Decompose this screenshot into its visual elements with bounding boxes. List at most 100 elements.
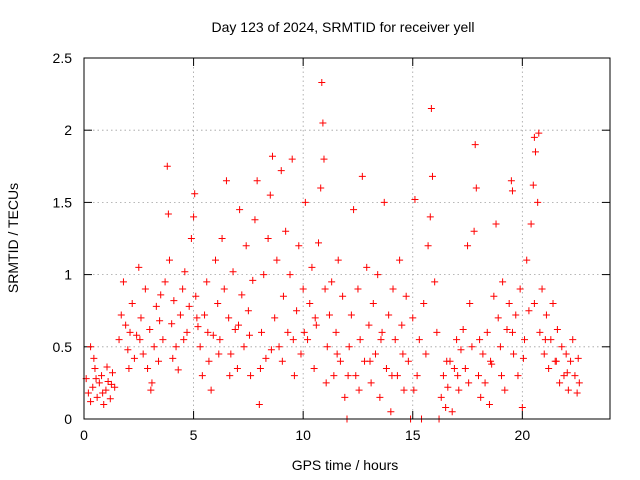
- data-point: [470, 227, 478, 235]
- data-point: [227, 350, 235, 358]
- data-point: [216, 336, 224, 344]
- data-point: [402, 292, 410, 300]
- data-point: [481, 379, 489, 387]
- data-point: [333, 350, 341, 358]
- data-point: [519, 354, 527, 362]
- data-point: [119, 278, 127, 286]
- chart-title: Day 123 of 2024, SRMTID for receiver yel…: [212, 19, 475, 35]
- data-point: [144, 364, 152, 372]
- data-point: [226, 372, 234, 380]
- data-point: [534, 198, 542, 206]
- data-point: [508, 328, 516, 336]
- data-point: [312, 321, 320, 329]
- data-point: [205, 357, 213, 365]
- x-tick-label: 5: [190, 427, 198, 443]
- data-point: [563, 369, 571, 377]
- data-point: [574, 354, 582, 362]
- data-point: [529, 181, 537, 189]
- data-point: [545, 364, 553, 372]
- data-point: [334, 256, 342, 264]
- data-point: [295, 242, 303, 250]
- data-point: [518, 403, 526, 411]
- data-point: [455, 386, 463, 394]
- data-point: [382, 364, 390, 372]
- data-point: [371, 350, 379, 358]
- data-point: [169, 354, 177, 362]
- data-point: [330, 372, 338, 380]
- data-point: [389, 285, 397, 293]
- data-point: [164, 210, 172, 218]
- data-point: [100, 401, 108, 409]
- data-point: [431, 278, 439, 286]
- data-point: [396, 256, 404, 264]
- y-tick-label: 0: [64, 411, 72, 427]
- data-point: [242, 242, 250, 250]
- data-point: [523, 256, 531, 264]
- data-point: [220, 285, 228, 293]
- data-point: [483, 328, 491, 336]
- data-point: [159, 336, 167, 344]
- data-point: [91, 364, 99, 372]
- data-point: [293, 307, 301, 315]
- data-point: [235, 321, 243, 329]
- data-point: [152, 302, 160, 310]
- data-point: [428, 172, 436, 180]
- data-point: [398, 321, 406, 329]
- data-point: [369, 299, 377, 307]
- data-point: [525, 307, 533, 315]
- data-point: [104, 377, 112, 385]
- data-point: [503, 325, 511, 333]
- data-point: [376, 393, 384, 401]
- data-point: [95, 379, 103, 387]
- data-point: [465, 379, 473, 387]
- tick-labels: 0 5 10 15 20 0 0.5 1 1.5 2 2.5: [53, 50, 531, 443]
- data-point: [163, 162, 171, 170]
- data-point: [485, 401, 493, 409]
- data-point: [409, 314, 417, 322]
- data-point: [218, 235, 226, 242]
- data-point: [350, 206, 358, 214]
- data-point: [260, 271, 268, 279]
- data-point: [198, 372, 206, 380]
- data-point: [215, 350, 223, 358]
- data-point: [87, 398, 95, 406]
- data-point: [180, 336, 188, 344]
- data-point: [141, 285, 149, 293]
- data-point: [98, 372, 106, 380]
- data-point: [204, 328, 212, 336]
- data-point: [367, 379, 375, 387]
- data-point: [278, 357, 286, 365]
- data-point: [344, 372, 352, 380]
- data-point: [258, 328, 266, 336]
- data-point: [122, 321, 130, 329]
- data-point: [541, 336, 549, 344]
- data-point: [106, 395, 114, 403]
- data-point: [512, 311, 520, 319]
- data-point: [476, 336, 484, 344]
- data-point: [553, 325, 561, 333]
- data-point: [179, 285, 187, 293]
- data-point: [439, 372, 447, 380]
- data-point: [255, 401, 263, 409]
- data-point: [466, 299, 474, 307]
- data-point: [444, 383, 452, 391]
- data-point: [328, 278, 336, 286]
- data-point: [426, 213, 434, 221]
- data-point: [193, 314, 201, 322]
- data-point: [137, 314, 145, 322]
- data-point: [155, 357, 163, 365]
- data-point: [87, 343, 95, 351]
- data-point: [366, 357, 374, 365]
- data-point: [196, 343, 204, 351]
- data-point: [244, 307, 252, 315]
- data-point: [345, 343, 353, 351]
- data-point: [225, 314, 233, 322]
- data-point: [139, 350, 147, 358]
- data-point: [264, 235, 272, 242]
- data-point: [450, 364, 458, 372]
- data-point: [130, 354, 138, 362]
- data-point: [556, 379, 564, 387]
- data-point: [209, 331, 217, 339]
- data-point: [391, 336, 399, 344]
- data-point: [233, 364, 241, 372]
